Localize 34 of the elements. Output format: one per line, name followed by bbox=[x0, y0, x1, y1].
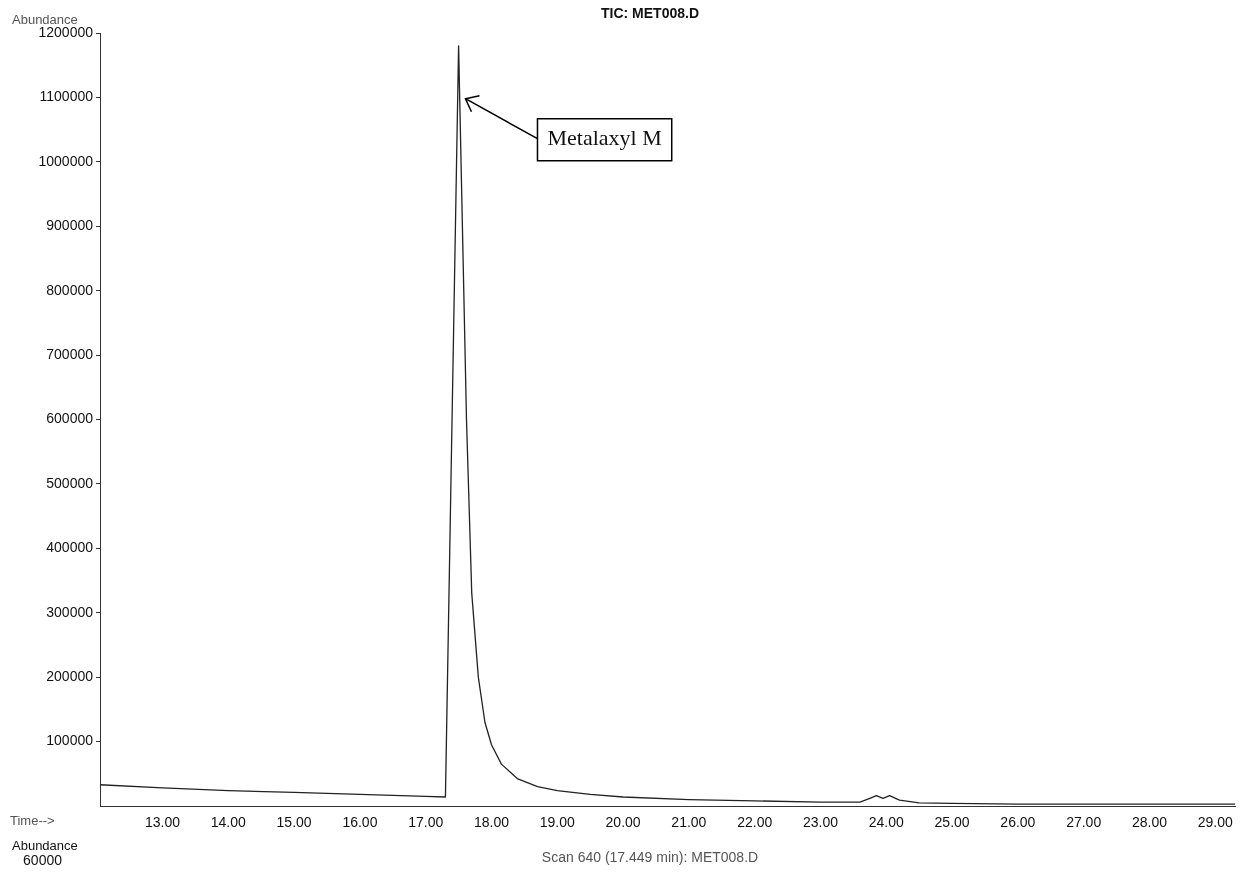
x-tick-label: 17.00 bbox=[408, 814, 444, 831]
x-tick-label: 21.00 bbox=[671, 814, 707, 831]
x-tick-label: 20.00 bbox=[605, 814, 641, 831]
x-tick-label: 16.00 bbox=[342, 814, 378, 831]
x-tick-label: 19.00 bbox=[539, 814, 576, 831]
x-tick-label: 29.00 bbox=[1197, 814, 1233, 831]
y-tick-label: 500000 bbox=[46, 474, 94, 491]
x-tick-label: 24.00 bbox=[868, 814, 904, 831]
y-tick-label: 1000000 bbox=[38, 152, 94, 169]
chart-title: TIC: MET008.D bbox=[600, 4, 700, 21]
x-tick-label: 26.00 bbox=[1000, 814, 1036, 831]
y-tick-label: 600000 bbox=[46, 410, 94, 427]
x-tick-label: 27.00 bbox=[1066, 814, 1102, 831]
y-tick-label: 800000 bbox=[46, 281, 94, 298]
x-tick-label: 15.00 bbox=[276, 814, 312, 831]
x-tick-label: 22.00 bbox=[737, 814, 773, 831]
x-tick-label: 18.00 bbox=[473, 814, 510, 831]
y-tick-label: 300000 bbox=[46, 603, 94, 620]
annotation: Metalaxyl M bbox=[547, 125, 662, 151]
x-tick-label: 28.00 bbox=[1131, 814, 1168, 831]
y-tick-label: 900000 bbox=[46, 217, 94, 234]
y-tick-label: 100000 bbox=[46, 732, 94, 749]
x-axis-title: Time--> bbox=[10, 812, 55, 828]
text: Scan 640 (17.449 min): MET008.D bbox=[541, 848, 759, 865]
x-tick-label: 14.00 bbox=[210, 814, 247, 831]
y-tick-label: 1100000 bbox=[39, 88, 94, 105]
y-tick-label: 400000 bbox=[46, 539, 94, 556]
x-tick-label: 25.00 bbox=[934, 814, 970, 831]
x-tick-label: 23.00 bbox=[802, 814, 839, 831]
x-tick-label: 13.00 bbox=[144, 814, 181, 831]
y-tick-label: 700000 bbox=[46, 345, 94, 362]
text: Abundance bbox=[12, 837, 78, 853]
y-tick-label: 200000 bbox=[46, 668, 94, 685]
text: 60000 bbox=[23, 851, 63, 868]
